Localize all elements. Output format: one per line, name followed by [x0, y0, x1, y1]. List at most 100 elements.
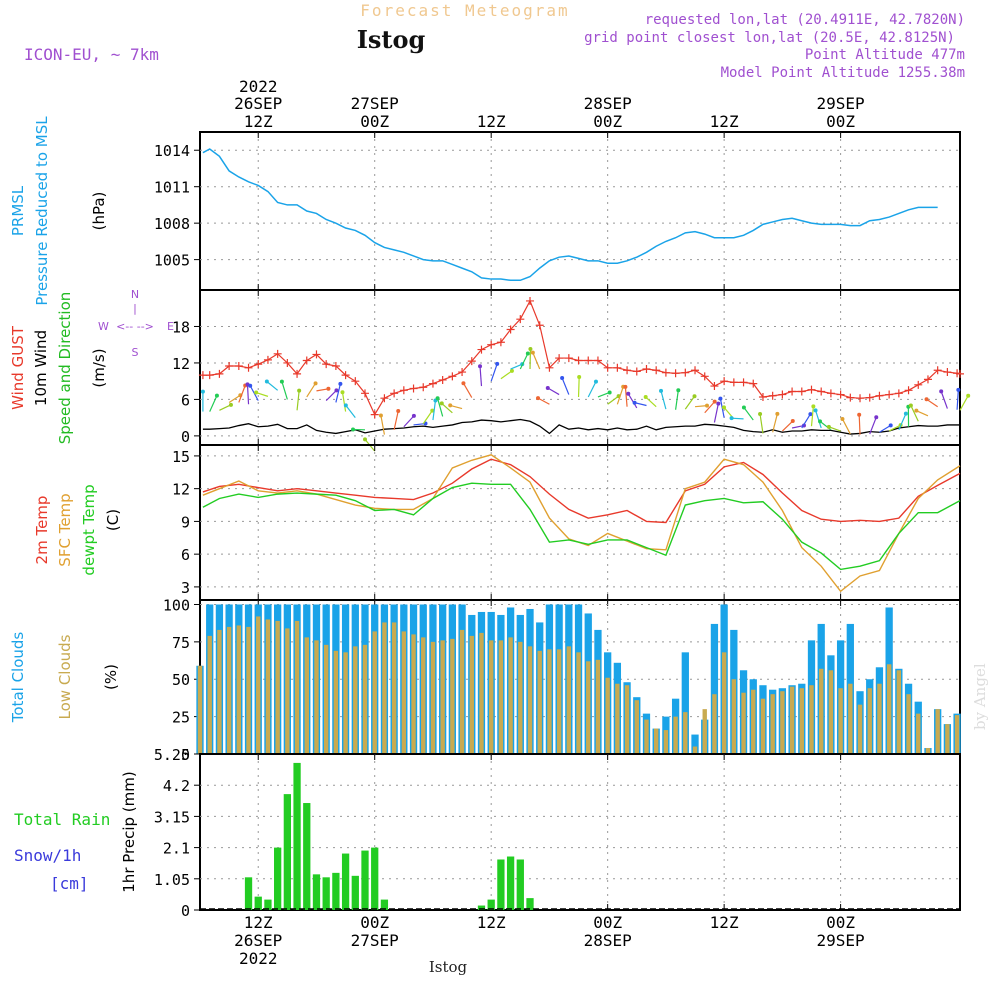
- y-tick-label: 0: [181, 902, 190, 920]
- y-tick-label: 1005: [154, 252, 190, 270]
- wind-direction-arrow: [441, 402, 453, 414]
- gust-marker: [496, 338, 505, 347]
- wind-arrow-head: [712, 399, 717, 404]
- wind-arrow-head: [478, 364, 483, 369]
- rain-bar: [293, 762, 301, 910]
- low-cloud-axis-label: Low Clouds: [56, 634, 74, 719]
- low-cloud-bar: [673, 716, 678, 754]
- wind-direction-arrow: [249, 385, 259, 401]
- gust-marker: [768, 391, 777, 400]
- low-cloud-bar: [770, 694, 775, 754]
- gust-marker: [322, 360, 331, 369]
- precip-axis-label: 1hr Precip (mm): [120, 771, 138, 892]
- gust-marker: [681, 368, 690, 377]
- low-cloud-bar: [372, 631, 377, 754]
- wind-arrow-head: [363, 437, 368, 442]
- compass-ns-arrow: |: [133, 302, 137, 315]
- wind-arrow-head: [200, 389, 205, 394]
- rain-bar: [254, 896, 262, 910]
- gust-marker: [836, 390, 845, 399]
- y-tick-label: 0: [181, 428, 190, 446]
- gust-marker: [720, 377, 729, 386]
- y-axis-labels: PRMSL Pressure Reduced to MSL (hPa) Wind GU…: [9, 116, 138, 893]
- prmsl-line: [202, 148, 938, 282]
- y-tick-label: 12: [172, 355, 190, 373]
- wind-arrow-head: [214, 393, 219, 398]
- low-cloud-bar: [916, 713, 921, 754]
- low-cloud-bar: [692, 746, 698, 754]
- rain-bar: [312, 874, 321, 910]
- gust-marker: [923, 375, 932, 384]
- wind-arrow-head: [676, 388, 681, 393]
- gust-marker: [487, 340, 496, 349]
- y-tick-label: 100: [163, 596, 190, 614]
- low-cloud-bar: [430, 641, 436, 754]
- wind-arrow-head: [623, 384, 628, 389]
- compass-west: W: [98, 320, 109, 333]
- wind-direction-arrow: [888, 424, 901, 432]
- gust-marker: [351, 377, 360, 386]
- gust-marker: [263, 355, 272, 364]
- wind-direction-arrow: [450, 404, 463, 410]
- gust-marker: [788, 387, 797, 396]
- low-cloud-bar: [333, 650, 339, 754]
- low-cloud-bar: [721, 652, 727, 754]
- gust-marker: [361, 389, 370, 398]
- wind-arrow-head: [264, 379, 269, 384]
- dewpt-line: [202, 482, 961, 571]
- wind-direction-arrow: [380, 415, 386, 435]
- low-cloud-bar: [314, 640, 319, 754]
- low-cloud-bar: [498, 640, 504, 754]
- wind-direction-arrow: [607, 395, 619, 405]
- low-cloud-bar: [935, 709, 940, 754]
- wind-direction-arrow: [772, 413, 778, 433]
- gust-marker: [448, 372, 457, 381]
- gust-marker: [564, 354, 573, 363]
- gust-marker: [914, 380, 923, 389]
- wind-arrow-head: [530, 350, 535, 355]
- model-name: ICON-EU, ~ 7km: [24, 45, 159, 64]
- y-tick-label: 1008: [154, 215, 190, 233]
- snow-unit-label: [cm]: [50, 874, 89, 893]
- low-cloud-bar: [624, 685, 630, 754]
- gust-marker: [956, 369, 964, 378]
- gust-marker: [797, 387, 806, 396]
- low-cloud-bar: [712, 694, 717, 754]
- top-hour-label: 00Z: [593, 112, 622, 131]
- wind-direction-arrow: [791, 424, 805, 429]
- cloud-unit-label: (%): [102, 664, 120, 690]
- low-cloud-bar: [450, 638, 455, 754]
- wind-direction-arrow: [684, 395, 695, 410]
- low-cloud-bar: [906, 694, 911, 754]
- gust-marker: [613, 363, 622, 372]
- y-tick-label: 12: [172, 481, 190, 499]
- wind-direction-arrow: [519, 353, 529, 370]
- wind-arrow-head: [908, 403, 913, 408]
- low-cloud-bar: [508, 637, 513, 754]
- wind-arrow-head: [818, 419, 823, 424]
- low-cloud-bar: [353, 646, 358, 754]
- y-tick-label: 1011: [154, 179, 190, 197]
- wind10m-axis-label: 10m Wind: [32, 330, 50, 406]
- wind-arrow-head: [718, 396, 723, 401]
- low-cloud-bar: [556, 649, 562, 754]
- gust-marker: [700, 372, 709, 381]
- sfc-temp-axis-label: SFC Temp: [56, 493, 74, 566]
- rain-bar: [506, 856, 515, 910]
- y-tick-label: 6: [181, 546, 190, 564]
- gust-marker: [749, 379, 758, 388]
- panel-frame: [199, 289, 961, 446]
- wind-arrow-head: [248, 383, 253, 388]
- low-cloud-bar: [275, 620, 280, 754]
- low-cloud-bar: [256, 616, 261, 754]
- wind-direction-arrow: [325, 389, 337, 402]
- wind-arrow-head: [607, 390, 612, 395]
- t2m-line: [202, 458, 961, 524]
- gust-marker: [331, 361, 340, 370]
- wind-arrow-head: [924, 397, 929, 402]
- low-cloud-bar: [294, 620, 300, 754]
- wind-direction-arrow: [490, 363, 498, 382]
- low-cloud-bar: [411, 634, 416, 754]
- wind-direction-arrow: [959, 395, 969, 411]
